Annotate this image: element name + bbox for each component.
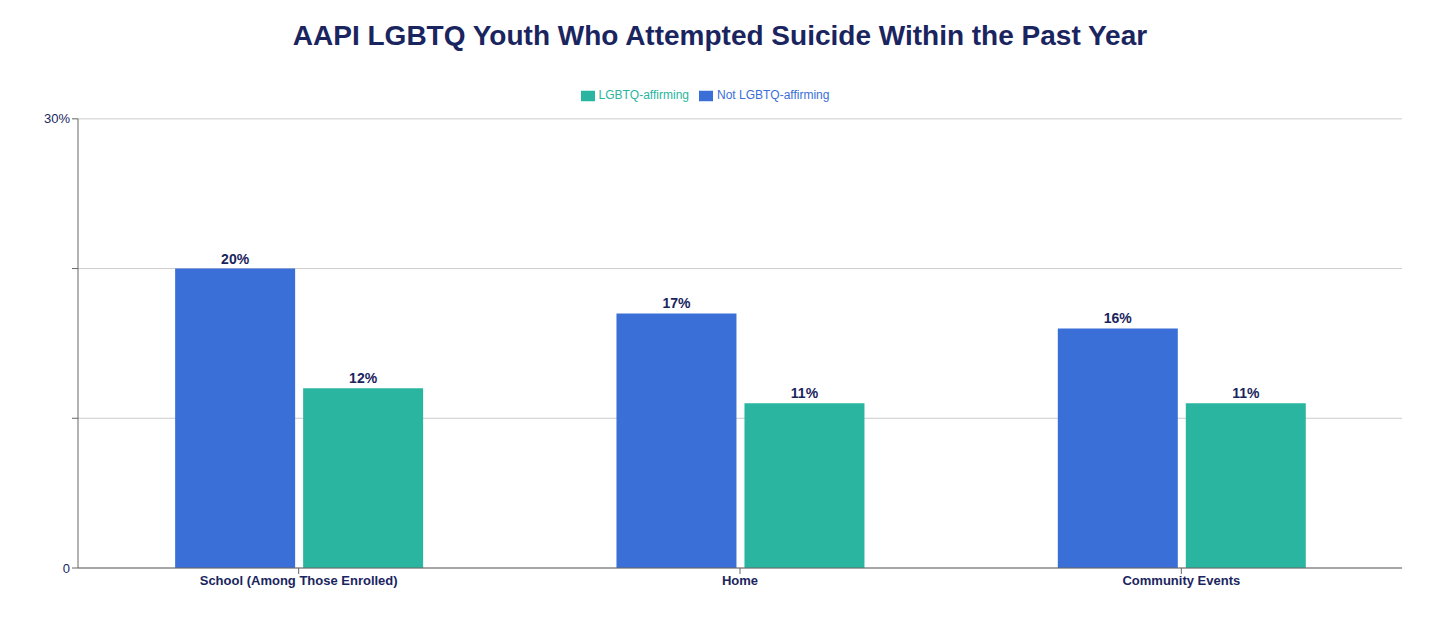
- svg-text:20%: 20%: [221, 251, 250, 267]
- svg-text:Community Events: Community Events: [1122, 573, 1240, 588]
- html-text:LGBTQ-affirming: LGBTQ-affirming: [598, 88, 689, 102]
- svg-text:11%: 11%: [1232, 385, 1260, 401]
- svg-text:30%: 30%: [44, 111, 70, 126]
- html-text:AAPI LGBTQ Youth Who Attempted: AAPI LGBTQ Youth Who Attempted Suicide W…: [292, 20, 1148, 51]
- svg-text:Home: Home: [722, 573, 758, 588]
- svg-text:16%: 16%: [1104, 310, 1133, 326]
- svg-text:School (Among Those Enrolled): School (Among Those Enrolled): [200, 573, 398, 588]
- svg-text:11%: 11%: [791, 385, 819, 401]
- html-text:Not LGBTQ-affirming: Not LGBTQ-affirming: [717, 88, 830, 102]
- svg-text:12%: 12%: [349, 370, 378, 386]
- svg-text:17%: 17%: [662, 295, 691, 311]
- svg-text:0: 0: [63, 561, 70, 576]
